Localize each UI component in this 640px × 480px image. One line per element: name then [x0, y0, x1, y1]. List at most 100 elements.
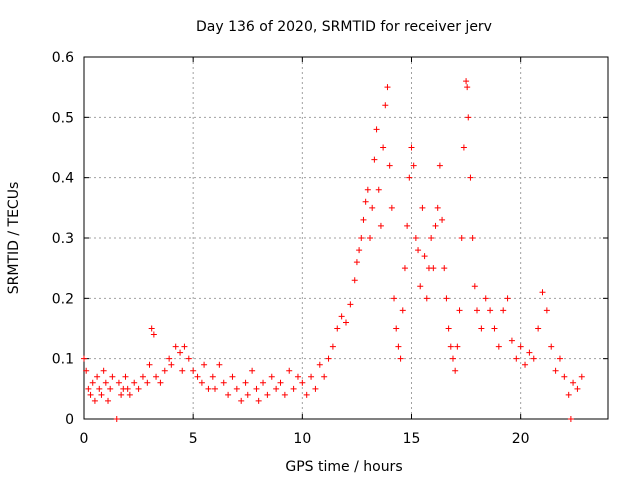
data-point	[299, 379, 306, 386]
data-point	[377, 222, 384, 229]
data-point	[135, 385, 142, 392]
data-point	[81, 355, 87, 362]
data-point	[517, 343, 524, 350]
data-point	[552, 367, 559, 374]
data-point	[447, 343, 454, 350]
data-point	[179, 367, 186, 374]
data-point	[148, 325, 155, 332]
data-point	[404, 222, 411, 229]
data-point	[548, 343, 555, 350]
data-point	[412, 235, 419, 241]
data-point	[408, 144, 415, 151]
data-point	[338, 313, 345, 320]
data-point	[393, 325, 400, 332]
data-point	[500, 307, 507, 314]
data-point	[113, 416, 120, 422]
y-axis-label: SRMTID / TECUs	[6, 182, 22, 295]
data-point	[445, 325, 452, 332]
data-point	[87, 391, 94, 398]
data-point	[410, 162, 417, 169]
data-point	[487, 307, 494, 314]
data-point	[369, 204, 376, 211]
data-point	[144, 379, 151, 386]
data-point	[115, 379, 122, 386]
data-point	[273, 385, 280, 392]
data-point	[286, 367, 293, 374]
data-point	[373, 126, 380, 133]
data-point	[96, 385, 103, 392]
data-point	[401, 265, 408, 272]
data-point	[458, 235, 465, 241]
data-point	[454, 343, 461, 350]
data-point	[161, 367, 168, 374]
data-point	[150, 331, 157, 338]
data-point	[430, 265, 437, 272]
data-point	[535, 325, 542, 332]
data-point	[290, 385, 297, 392]
data-point	[157, 379, 164, 386]
data-point	[574, 385, 581, 392]
data-point	[124, 385, 131, 392]
data-point	[89, 379, 96, 386]
data-point	[118, 391, 125, 398]
data-point	[508, 337, 515, 344]
data-point	[452, 367, 459, 374]
data-point	[181, 343, 188, 350]
data-point	[478, 325, 485, 332]
data-point	[465, 114, 472, 121]
y-tick-label: 0.3	[52, 231, 74, 247]
data-point	[244, 391, 251, 398]
x-tick-label: 20	[512, 431, 530, 447]
data-point	[384, 84, 391, 91]
x-tick-label: 0	[80, 431, 89, 447]
data-point	[277, 379, 284, 386]
data-point	[177, 349, 184, 356]
data-point	[388, 204, 395, 211]
data-point	[371, 156, 378, 163]
data-point	[491, 325, 498, 332]
data-point	[467, 174, 474, 181]
data-point	[469, 235, 476, 241]
data-point	[225, 391, 232, 398]
data-point	[205, 385, 212, 392]
data-point	[303, 391, 310, 398]
data-point	[406, 174, 413, 181]
data-point	[168, 361, 175, 368]
data-point	[415, 247, 422, 254]
data-point	[172, 343, 179, 350]
data-point	[242, 379, 249, 386]
data-point	[198, 379, 205, 386]
data-point	[464, 84, 471, 91]
data-point	[526, 349, 533, 356]
data-point	[428, 235, 435, 241]
data-point	[85, 385, 92, 392]
x-tick-label: 15	[403, 431, 421, 447]
data-point	[570, 379, 577, 386]
data-point	[209, 373, 216, 380]
data-point	[312, 385, 319, 392]
data-point	[253, 385, 260, 392]
data-point	[201, 361, 208, 368]
x-axis-label: GPS time / hours	[285, 459, 402, 475]
data-point	[100, 367, 107, 374]
data-point	[185, 355, 192, 362]
data-point	[264, 391, 271, 398]
data-point	[98, 391, 105, 398]
data-points	[81, 78, 585, 422]
data-point	[356, 247, 363, 254]
data-point	[565, 391, 572, 398]
data-point	[375, 186, 382, 193]
data-point	[351, 277, 358, 284]
data-point	[321, 373, 328, 380]
axis-ticks: 0 5 10 15 20 0 0.1 0.2 0.3 0.4 0.5 0.6	[52, 50, 608, 447]
data-point	[567, 416, 574, 422]
data-point	[367, 235, 374, 241]
data-point	[417, 283, 424, 290]
data-point	[399, 307, 406, 314]
x-tick-label: 5	[189, 431, 198, 447]
data-point	[308, 373, 315, 380]
data-point	[347, 301, 354, 308]
data-point	[382, 102, 389, 109]
data-point	[436, 162, 443, 169]
